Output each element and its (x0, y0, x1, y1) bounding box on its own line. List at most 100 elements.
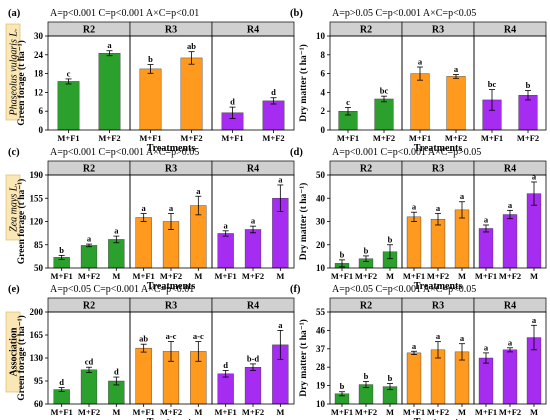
significance-letter: c (346, 97, 350, 107)
panel-tag: (a) (8, 8, 21, 19)
x-tick-label: M+F1 (51, 271, 73, 281)
x-tick-label: M+F1 (481, 133, 503, 143)
y-tick-label: 46 (316, 325, 326, 335)
x-tick-label: M+F2 (499, 271, 521, 281)
y-tick-label: 28 (316, 362, 326, 372)
x-tick-label: M+F2 (180, 133, 202, 143)
y-tick-label: 37 (316, 344, 326, 354)
significance-letter: a (169, 203, 174, 213)
x-tick-label: M (386, 271, 394, 281)
bar (518, 95, 538, 131)
significance-letter: a-c (193, 331, 204, 341)
x-tick-label: M (112, 407, 120, 417)
x-tick-label: M+F2 (373, 133, 395, 143)
y-tick-label: 8 (321, 50, 326, 60)
bar (374, 98, 394, 131)
x-tick-label: M+F2 (355, 407, 377, 417)
panel-tag: (d) (290, 147, 303, 158)
y-tick-label: 6 (321, 69, 326, 79)
y-tick-label: 60 (34, 399, 44, 409)
significance-letter: cd (85, 357, 94, 367)
significance-letter: a (114, 226, 119, 236)
facet-label: R4 (247, 25, 259, 36)
facet-label: R3 (165, 25, 177, 36)
row-label-box (5, 23, 21, 121)
significance-letter: a (412, 202, 417, 212)
x-tick-label: M+F2 (98, 133, 120, 143)
facet-label: R3 (432, 164, 444, 175)
x-tick-label: M+F2 (445, 133, 467, 143)
significance-letter: a (454, 64, 459, 74)
bar (430, 218, 446, 269)
significance-letter: a (436, 331, 441, 341)
x-tick-label: M+F1 (133, 407, 155, 417)
x-tick-label: M+F1 (57, 133, 79, 143)
x-tick-label: M+F1 (331, 271, 353, 281)
facet-label: R3 (165, 164, 177, 175)
significance-letter: ab (139, 334, 148, 344)
significance-letter: a (532, 315, 537, 325)
row-labels: Phaseolus vulgaris L. Zea mays L. Associat… (5, 23, 21, 393)
bar (135, 217, 152, 269)
x-tick-label: M (458, 271, 466, 281)
bar (80, 369, 98, 405)
bar (502, 214, 518, 269)
x-axis-title: Treatments (414, 143, 463, 154)
y-axis-title: Dry matter (t ha⁻¹) (298, 44, 309, 122)
panel-tag: (c) (8, 147, 20, 158)
x-tick-label: M+F2 (160, 407, 182, 417)
y-tick-label: 30 (34, 31, 44, 41)
significance-letter: b (388, 373, 393, 383)
x-tick-label: M+F1 (403, 407, 425, 417)
significance-letter: c (67, 68, 71, 78)
x-tick-label: M+F2 (427, 407, 449, 417)
x-axis-title: Treatments (414, 281, 463, 292)
y-axis-title: Green forage (t ha⁻¹) (16, 315, 27, 401)
y-tick-label: 95 (34, 376, 44, 386)
y-tick-label: 120 (30, 217, 44, 227)
significance-letter: b (340, 249, 345, 259)
panel-c: (c) A=p<0.001 C=p<0.001 A×C=p>0.05 R2 b M+F1… (8, 147, 295, 292)
x-tick-label: M+F1 (337, 133, 359, 143)
x-axis-title: Treatments (414, 417, 463, 420)
y-tick-label: 10 (316, 399, 326, 409)
significance-letter: a (508, 337, 513, 347)
y-tick-label: 12 (34, 87, 44, 97)
x-tick-label: M (530, 271, 538, 281)
significance-letter: a (484, 342, 489, 352)
significance-letter: d (230, 97, 235, 107)
significance-letter: b (59, 245, 64, 255)
x-axis-title: Treatments (147, 281, 196, 292)
bar (98, 53, 121, 131)
significance-letter: ab (187, 41, 196, 51)
x-tick-label: M (194, 407, 202, 417)
significance-letter: a (436, 203, 441, 213)
bar (180, 57, 203, 131)
row-label: Association (9, 327, 20, 376)
bar (478, 228, 494, 269)
y-axis-title: Dry matter (t ha⁻¹) (298, 319, 309, 397)
panel-tag: (f) (290, 284, 301, 295)
y-tick-label: 10 (316, 263, 326, 273)
significance-letter: b-d (247, 353, 260, 363)
significance-letter: b (526, 80, 531, 90)
bar (502, 349, 518, 405)
x-tick-label: M+F1 (139, 133, 161, 143)
row-label-box (5, 174, 21, 241)
row-label: Zea mays L. (9, 183, 20, 232)
facet-frame (473, 174, 547, 269)
facet-frame (473, 35, 547, 131)
y-tick-label: 40 (316, 193, 326, 203)
y-axis-title: Green forage (t ha⁻¹) (16, 40, 27, 126)
y-tick-label: 24 (34, 50, 44, 60)
facet-frame (473, 311, 547, 405)
significance-letter: b (148, 54, 153, 64)
row-label: Phaseolus vulgaris L. (9, 29, 20, 117)
panel-b: (b) A=p>0.05 C=p<0.001 A×C=p<0.05 R2 c M+F1 b… (290, 8, 547, 154)
x-tick-label: M+F1 (133, 271, 155, 281)
significance-letter: b (364, 245, 369, 255)
x-tick-label: M+F1 (51, 407, 73, 417)
y-tick-label: 6 (39, 106, 44, 116)
x-tick-label: M+F1 (221, 133, 243, 143)
y-tick-label: 19 (316, 381, 326, 391)
